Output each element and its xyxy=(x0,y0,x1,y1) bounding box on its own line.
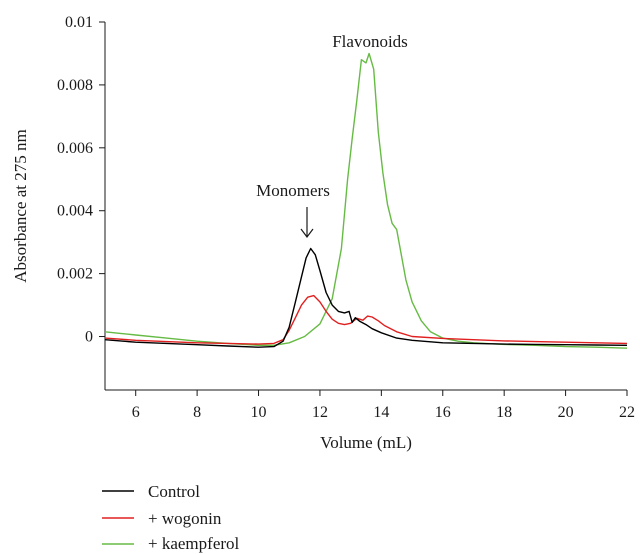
legend-label-wogonin: + wogonin xyxy=(148,509,222,528)
legend-label-control: Control xyxy=(148,482,200,501)
monomers-arrow xyxy=(300,207,314,238)
x-tick-label: 18 xyxy=(496,404,512,421)
y-tick-label: 0.002 xyxy=(57,266,93,283)
y-axis-title: Absorbance at 275 nm xyxy=(11,129,30,282)
flavonoids-annotation: Flavonoids xyxy=(332,32,408,51)
x-tick-label: 12 xyxy=(312,404,328,421)
y-tick-label: 0 xyxy=(85,329,93,346)
y-tick-label: 0.004 xyxy=(57,203,93,220)
legend-item-control: Control xyxy=(102,482,200,501)
x-axis-title: Volume (mL) xyxy=(320,433,412,452)
legend-label-kaempferol: + kaempferol xyxy=(148,534,240,553)
y-tick-label: 0.008 xyxy=(57,77,93,94)
legend-item-wogonin: + wogonin xyxy=(102,509,222,528)
x-tick-label: 10 xyxy=(251,404,267,421)
x-tick-label: 8 xyxy=(193,404,201,421)
series-line-kaempferol xyxy=(104,52,628,349)
series-line-control xyxy=(104,247,628,348)
y-tick-label: 0.006 xyxy=(57,140,93,157)
y-ticks: 0 0.002 0.004 0.006 0.008 0.01 xyxy=(57,14,105,346)
monomers-annotation: Monomers xyxy=(256,181,330,200)
x-tick-label: 16 xyxy=(435,404,451,421)
x-tick-label: 20 xyxy=(558,404,574,421)
legend: Control + wogonin + kaempferol xyxy=(102,482,240,553)
y-tick-label: 0.01 xyxy=(65,14,93,31)
legend-item-kaempferol: + kaempferol xyxy=(102,534,240,553)
x-tick-label: 22 xyxy=(619,404,635,421)
series-line-wogonin xyxy=(104,294,628,345)
series-lines xyxy=(104,52,628,349)
x-tick-label: 6 xyxy=(132,404,140,421)
x-tick-label: 14 xyxy=(373,404,389,421)
x-ticks: 6 8 10 12 14 16 18 20 22 xyxy=(132,390,635,421)
